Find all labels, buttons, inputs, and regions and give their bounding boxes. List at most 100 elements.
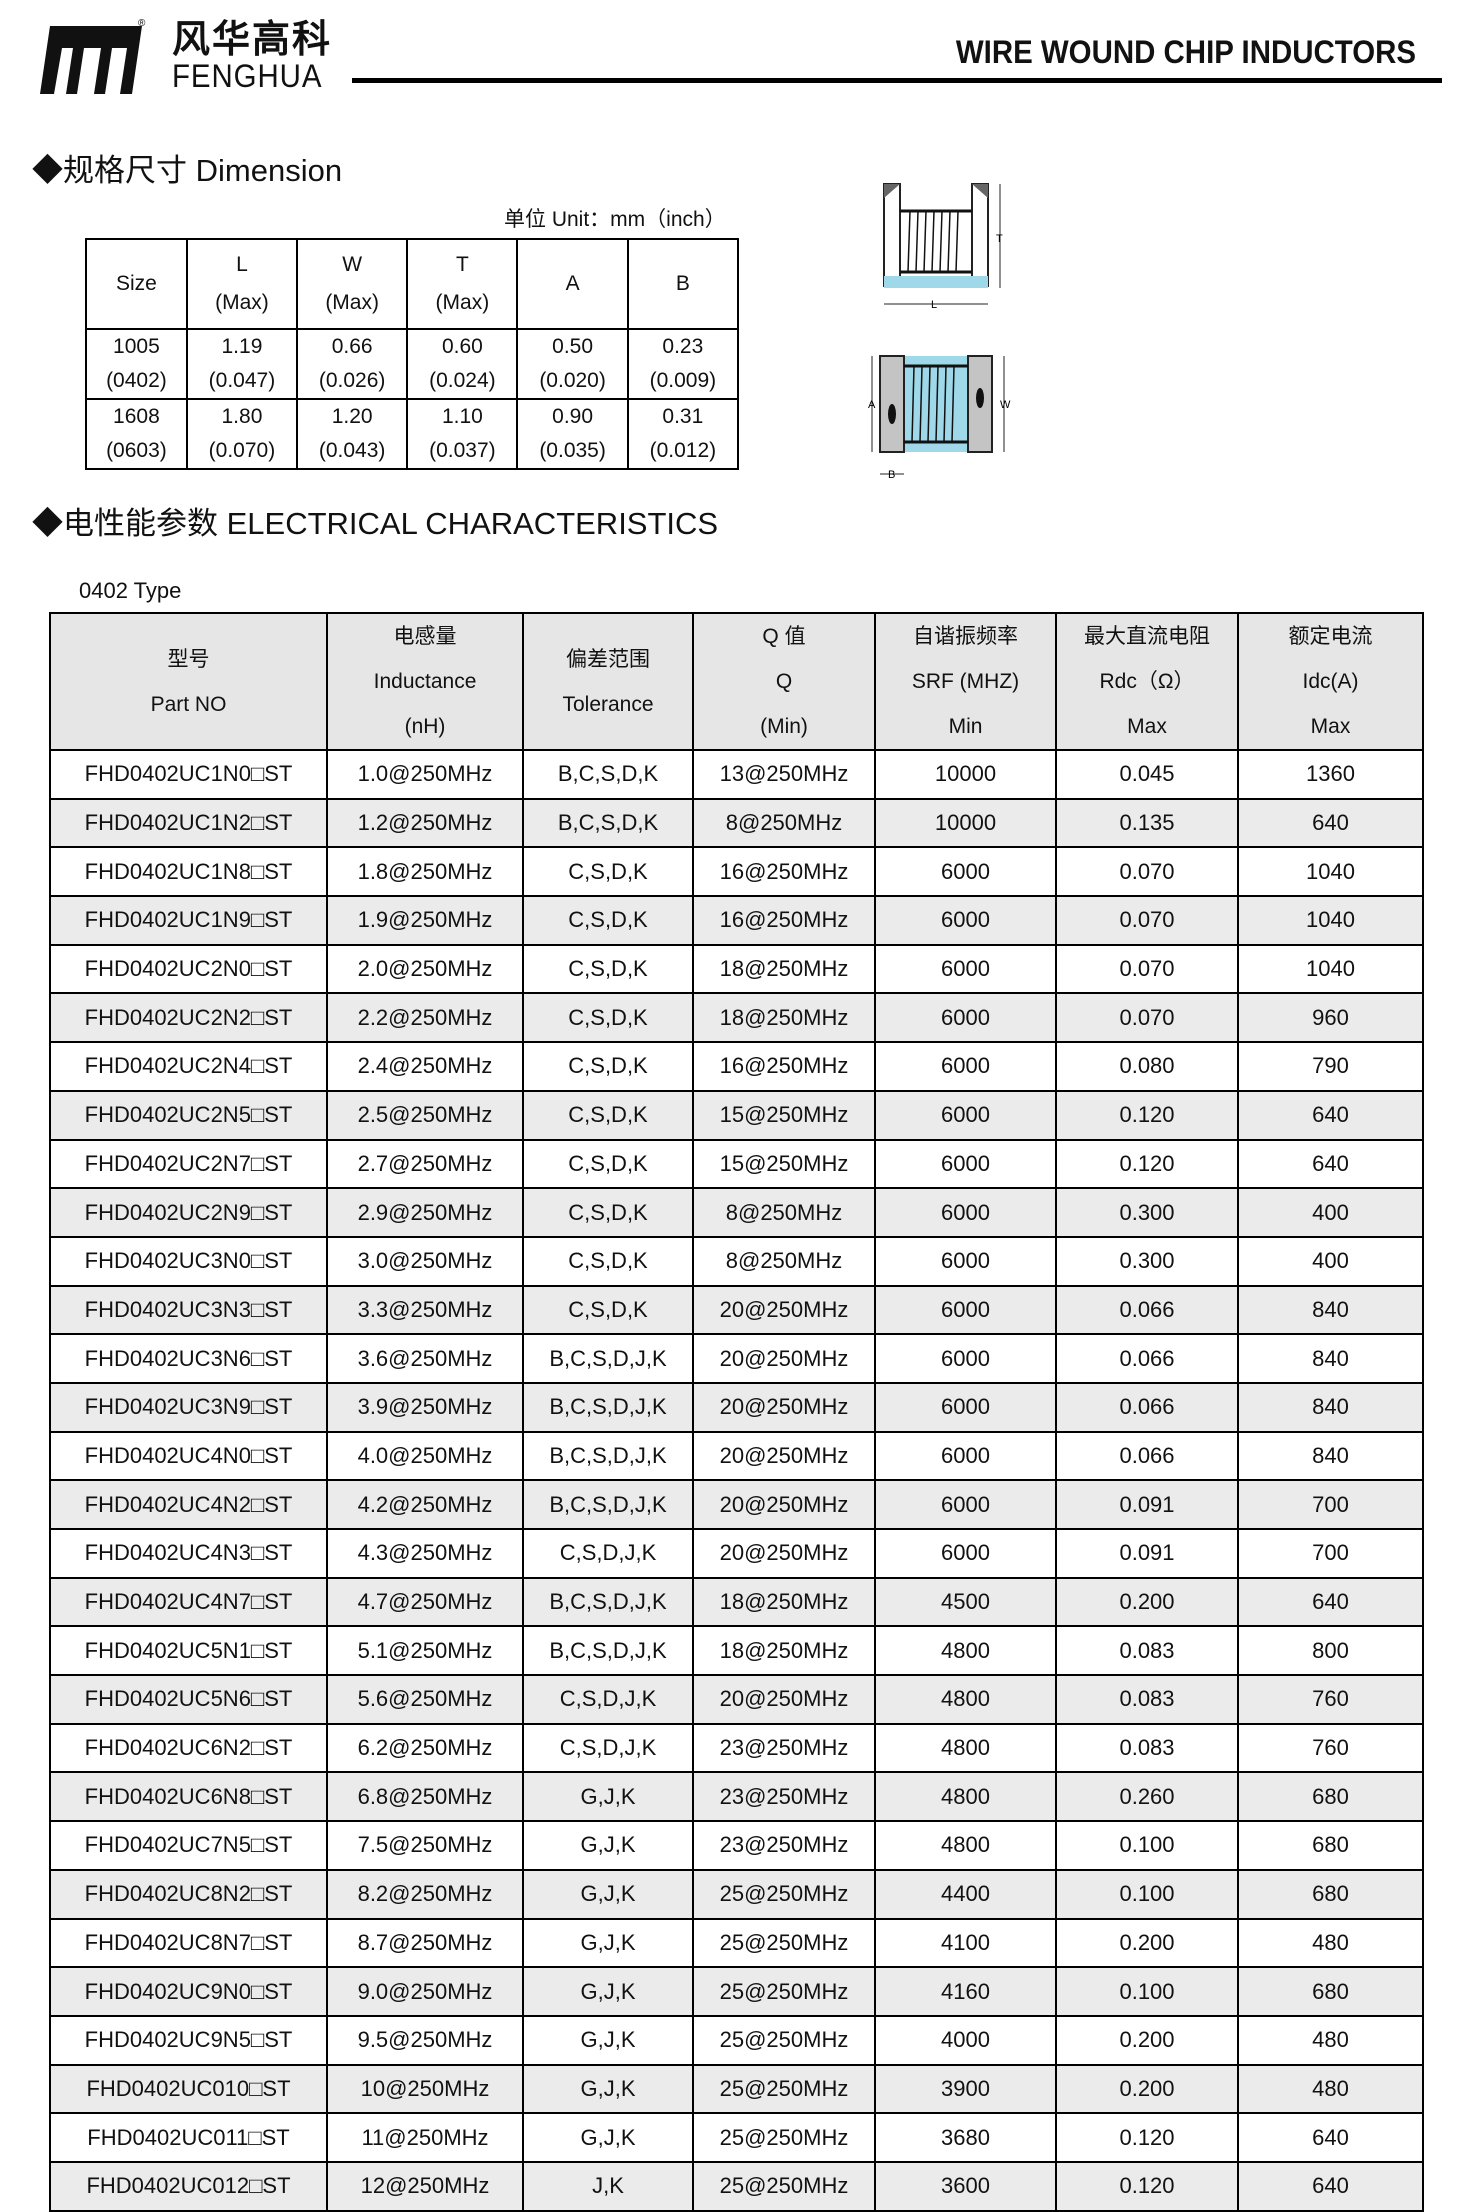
table-row: FHD0402UC8N2□ST 8.2@250MHz G,J,K 25@250MHz 4… (49, 1868, 1424, 1920)
table-cell: 0.070 (1055, 992, 1239, 1044)
table-row: FHD0402UC8N7□ST 8.7@250MHz G,J,K 25@250MHz 4… (49, 1917, 1424, 1969)
cell-text: W (342, 253, 363, 276)
table-cell: 20@250MHz (692, 1333, 876, 1384)
table-cell: 6000 (874, 1479, 1057, 1530)
table-row: FHD0402UC2N5□ST 2.5@250MHz C,S,D,K 15@250MH… (49, 1089, 1424, 1141)
cell-text: 1.20 (331, 405, 373, 428)
cell-text: Tolerance (562, 692, 654, 716)
table-cell: FHD0402UC011□ST (49, 2112, 328, 2163)
table-cell: B,C,S,D,J,K (522, 1381, 694, 1433)
dimension-section-title: ◆规格尺寸 Dimension (32, 153, 343, 188)
table-cell: FHD0402UC2N5□ST (49, 1089, 328, 1141)
cell-text: (0.012) (649, 439, 717, 462)
table-cell: 2.5@250MHz (326, 1089, 524, 1141)
cell-text: (0.035) (539, 439, 606, 462)
cell-text: 1.10 (441, 405, 483, 428)
table-cell: 960 (1237, 992, 1424, 1044)
table-cell: 640 (1237, 1576, 1424, 1628)
table-cell: 23@250MHz (692, 1722, 876, 1774)
table-cell: 9.5@250MHz (326, 2014, 524, 2066)
table-cell: 3600 (874, 2160, 1057, 2212)
dim-cell: 0.50 (0.020) (516, 328, 629, 400)
table-cell: FHD0402UC2N0□ST (49, 943, 328, 995)
table-cell: B,C,S,D,J,K (522, 1576, 694, 1628)
table-row: FHD0402UC1N9□ST 1.9@250MHz C,S,D,K 16@250MH… (49, 895, 1424, 946)
cell-text: (Max) (325, 291, 379, 314)
table-cell: 0.083 (1055, 1674, 1239, 1725)
table-cell: 6000 (874, 1430, 1057, 1482)
table-cell: 640 (1237, 1138, 1424, 1190)
cell-text: 型号 (167, 647, 210, 671)
table-cell: 9.0@250MHz (326, 1966, 524, 2017)
table-cell: 6000 (874, 895, 1057, 946)
dim-cell: 0.23 (0.009) (626, 328, 740, 400)
table-cell: 3680 (874, 2112, 1057, 2163)
table-cell: 13@250MHz (692, 749, 876, 800)
table-cell: 8@250MHz (692, 1235, 876, 1287)
cell-text: 1.80 (221, 405, 263, 428)
table-cell: FHD0402UC1N0□ST (49, 749, 328, 800)
table-cell: 0.100 (1055, 1868, 1239, 1920)
table-cell: 640 (1237, 797, 1424, 849)
table-cell: 11@250MHz (326, 2112, 524, 2163)
table-cell: 0.080 (1055, 1041, 1239, 1092)
table-cell: 0.091 (1055, 1479, 1239, 1530)
table-cell: C,S,D,K (522, 1187, 694, 1238)
cell-text: L (236, 253, 248, 276)
table-row: FHD0402UC7N5□ST 7.5@250MHz G,J,K 23@250MHz 4… (49, 1820, 1424, 1871)
table-cell: 0.120 (1055, 1138, 1239, 1190)
table-cell: 6000 (874, 943, 1057, 995)
table-row: FHD0402UC3N9□ST 3.9@250MHz B,C,S,D,J,K 20@2… (49, 1381, 1424, 1433)
cell-text: 0.90 (552, 405, 594, 428)
table-cell: 0.083 (1055, 1722, 1239, 1774)
table-cell: C,S,D,K (522, 943, 694, 995)
document-title: WIRE WOUND CHIP INDUCTORS (955, 34, 1416, 70)
table-cell: 480 (1237, 2014, 1424, 2066)
table-cell: 4.3@250MHz (326, 1528, 524, 1579)
cell-text: (0.043) (318, 439, 386, 462)
table-cell: 6000 (874, 1284, 1057, 1336)
type-label: 0402 Type (79, 578, 182, 603)
table-cell: 25@250MHz (692, 1868, 876, 1920)
table-cell: 4000 (874, 2014, 1057, 2066)
dim-header-cell: T (Max) (406, 238, 519, 330)
table-cell: 2.0@250MHz (326, 943, 524, 995)
table-cell: 23@250MHz (692, 1820, 876, 1871)
table-cell: 400 (1237, 1235, 1424, 1287)
fenghua-logo: ® (40, 18, 146, 94)
table-cell: 8.7@250MHz (326, 1917, 524, 1969)
table-cell: 6000 (874, 1235, 1057, 1287)
table-cell: 0.083 (1055, 1625, 1239, 1677)
table-cell: 6000 (874, 992, 1057, 1044)
table-cell: 0.200 (1055, 1917, 1239, 1969)
table-cell: 0.070 (1055, 895, 1239, 946)
table-cell: C,S,D,K (522, 846, 694, 898)
table-cell: FHD0402UC8N2□ST (49, 1868, 328, 1920)
dim-label-l: L (931, 299, 937, 311)
dim-label-w: W (1000, 399, 1011, 411)
table-cell: 0.091 (1055, 1528, 1239, 1579)
table-cell: 16@250MHz (692, 846, 876, 898)
table-row: FHD0402UC4N7□ST 4.7@250MHz B,C,S,D,J,K 18@2… (49, 1576, 1424, 1628)
table-row: FHD0402UC2N2□ST 2.2@250MHz C,S,D,K 18@250MH… (49, 992, 1424, 1044)
table-cell: 4500 (874, 1576, 1057, 1628)
cell-text: (Max) (435, 291, 490, 314)
table-cell: FHD0402UC5N6□ST (49, 1674, 328, 1725)
cell-text: Max (1310, 715, 1351, 738)
table-cell: 1.2@250MHz (326, 797, 524, 849)
cell-text: SRF (MHZ) (911, 670, 1020, 693)
cell-text: 0.60 (441, 335, 483, 358)
table-cell: 0.066 (1055, 1381, 1239, 1433)
table-cell: 6000 (874, 1089, 1057, 1141)
table-row: FHD0402UC6N2□ST 6.2@250MHz C,S,D,J,K 23@250… (49, 1722, 1424, 1774)
table-cell: FHD0402UC4N3□ST (49, 1528, 328, 1579)
table-cell: FHD0402UC2N4□ST (49, 1041, 328, 1092)
electrical-section-title: ◆电性能参数 ELECTRICAL CHARACTERISTICS (32, 506, 719, 541)
table-cell: 20@250MHz (692, 1284, 876, 1336)
table-cell: B,C,S,D,K (522, 797, 694, 849)
table-cell: FHD0402UC4N0□ST (49, 1430, 328, 1482)
dim-cell: 0.60 (0.024) (406, 328, 519, 400)
table-header-cell: 型号 Part NO (49, 612, 328, 751)
table-cell: 0.120 (1055, 2112, 1239, 2163)
table-cell: 25@250MHz (692, 1917, 876, 1969)
